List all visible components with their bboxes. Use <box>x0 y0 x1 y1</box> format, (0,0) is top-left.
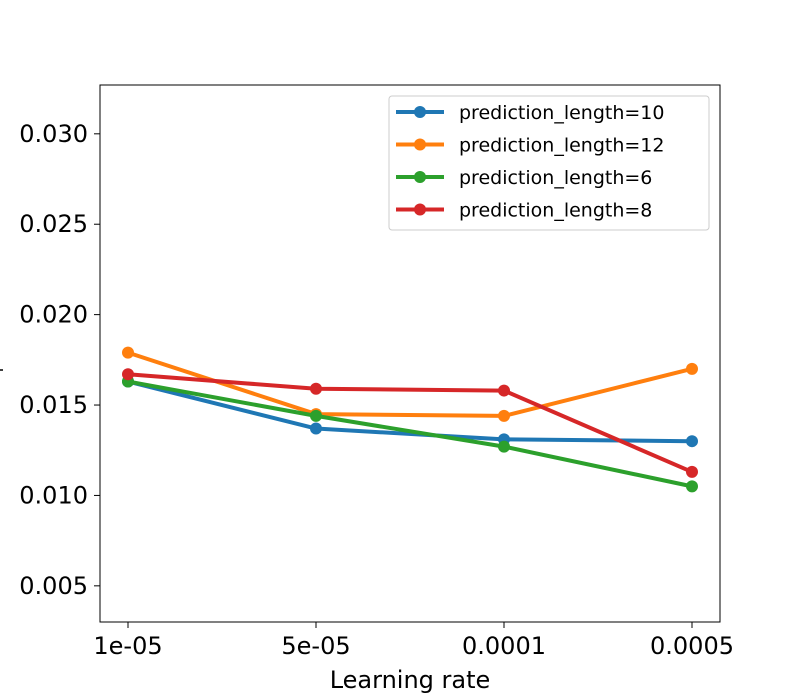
series-line <box>126 379 694 489</box>
legend: prediction_length=10 prediction_length=12… <box>388 95 710 231</box>
y-tick-label: 0.005 <box>19 572 88 600</box>
series-line <box>126 372 694 474</box>
legend-marker <box>414 138 426 151</box>
legend-box <box>388 95 710 231</box>
data-point <box>122 368 134 381</box>
series-line <box>126 379 694 444</box>
legend-label: prediction_length=12 <box>459 135 664 157</box>
legend-marker <box>414 106 426 118</box>
y-tick-label: 0.010 <box>19 481 88 509</box>
data-point <box>686 362 698 375</box>
legend-marker <box>414 203 426 216</box>
y-tick-label: 0.020 <box>19 301 88 329</box>
legend-marker <box>414 171 426 183</box>
data-point <box>686 435 698 448</box>
y-tick-label: 0.025 <box>19 210 88 238</box>
y-tick-label: 0.015 <box>19 391 88 419</box>
x-tick-label: 0.0001 <box>462 632 546 660</box>
data-point <box>498 409 510 422</box>
data-point <box>310 409 322 422</box>
data-point <box>686 480 698 493</box>
ticks-layer: 1e-05 5e-05 0.0001 0.0005 0.005 0.010 0.015 0.0… <box>19 120 734 660</box>
series-layer <box>122 346 698 493</box>
data-point <box>310 422 322 435</box>
legend-label: prediction_length=6 <box>459 167 652 189</box>
data-point <box>686 465 698 478</box>
y-tick-label: 0.030 <box>19 120 88 148</box>
axes-layer <box>0 84 721 623</box>
data-point <box>122 346 134 359</box>
legend-label: prediction_length=8 <box>459 200 652 222</box>
x-axis-label: Learning rate <box>330 666 491 694</box>
data-point <box>498 384 510 397</box>
series-group <box>122 368 698 478</box>
x-tick-label: 1e-05 <box>93 632 162 660</box>
data-point <box>310 382 322 395</box>
legend-label: prediction_length=10 <box>459 102 664 124</box>
x-tick-label: 5e-05 <box>281 632 350 660</box>
data-point <box>498 440 510 453</box>
legend-items: prediction_length=10 prediction_length=12… <box>396 102 664 222</box>
series-line <box>126 350 694 418</box>
series-group <box>122 346 698 422</box>
x-tick-label: 0.0005 <box>650 632 734 660</box>
plot-frame <box>99 84 721 623</box>
